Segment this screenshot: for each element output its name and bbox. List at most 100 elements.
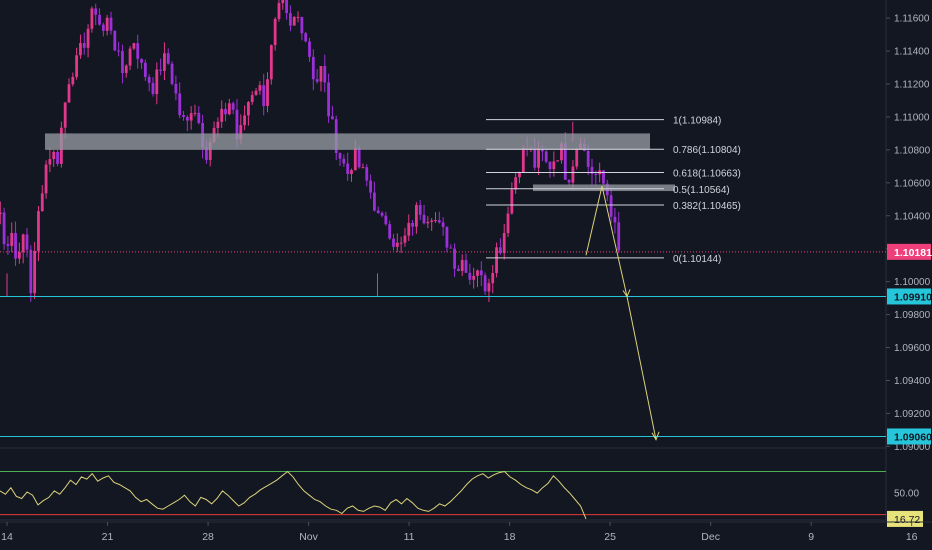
- candle[interactable]: [289, 5, 292, 32]
- candle[interactable]: [548, 161, 552, 178]
- candle[interactable]: [388, 220, 392, 240]
- rsi-value-badge[interactable]: 16.72: [887, 510, 923, 527]
- candle[interactable]: [90, 6, 94, 33]
- candle[interactable]: [220, 100, 224, 128]
- candle[interactable]: [544, 150, 548, 164]
- candle[interactable]: [266, 72, 269, 113]
- candle[interactable]: [243, 105, 247, 131]
- support-badge[interactable]: 1.09060: [887, 428, 932, 445]
- rsi-line[interactable]: [0, 470, 587, 520]
- candle[interactable]: [281, 0, 285, 10]
- candle[interactable]: [502, 223, 506, 260]
- candle[interactable]: [323, 54, 327, 93]
- candle[interactable]: [163, 42, 166, 81]
- candle[interactable]: [33, 241, 37, 299]
- candle[interactable]: [468, 263, 472, 285]
- candle[interactable]: [472, 267, 476, 289]
- candle[interactable]: [113, 30, 117, 52]
- candle[interactable]: [48, 147, 52, 173]
- candle[interactable]: [426, 216, 430, 229]
- candle[interactable]: [170, 61, 174, 86]
- candle[interactable]: [613, 207, 617, 234]
- candle[interactable]: [37, 206, 40, 262]
- candle[interactable]: [128, 46, 132, 71]
- candle[interactable]: [411, 220, 414, 236]
- candle[interactable]: [174, 75, 178, 101]
- candle[interactable]: [437, 211, 441, 224]
- candle[interactable]: [399, 236, 403, 254]
- candle[interactable]: [407, 214, 411, 241]
- candle[interactable]: [415, 202, 418, 234]
- current-price-badge[interactable]: 1.10181: [887, 243, 932, 260]
- candle[interactable]: [418, 200, 422, 221]
- candle[interactable]: [376, 206, 380, 214]
- candle[interactable]: [21, 233, 25, 264]
- candle[interactable]: [342, 154, 346, 167]
- candle[interactable]: [361, 163, 365, 169]
- candle[interactable]: [44, 160, 48, 199]
- candle[interactable]: [590, 158, 594, 185]
- candle[interactable]: [178, 82, 182, 119]
- candle[interactable]: [510, 182, 514, 215]
- candle[interactable]: [311, 49, 315, 91]
- candle[interactable]: [380, 211, 384, 218]
- candle[interactable]: [300, 16, 304, 41]
- candle[interactable]: [392, 233, 395, 251]
- candle[interactable]: [231, 101, 235, 115]
- price-panel[interactable]: 1(1.10984) 0.786(1.10804) 0.618(1.10663) 0.…: [0, 0, 887, 521]
- candle[interactable]: [101, 22, 105, 37]
- candle[interactable]: [182, 110, 185, 121]
- support-badge[interactable]: 1.09910: [887, 288, 932, 305]
- candle[interactable]: [98, 8, 101, 26]
- candle[interactable]: [464, 253, 468, 274]
- candle[interactable]: [86, 24, 90, 58]
- candle[interactable]: [331, 105, 334, 120]
- candle[interactable]: [308, 37, 311, 62]
- candle[interactable]: [338, 152, 342, 167]
- candle[interactable]: [17, 242, 21, 264]
- candle[interactable]: [14, 221, 17, 266]
- time-axis[interactable]: 14 21 28 Nov 11 18 25 Dec 9 16: [0, 521, 932, 543]
- candle[interactable]: [456, 265, 460, 272]
- candle[interactable]: [29, 245, 33, 302]
- candle[interactable]: [506, 206, 510, 238]
- candle[interactable]: [247, 101, 250, 126]
- candle[interactable]: [430, 217, 434, 231]
- candle[interactable]: [185, 115, 189, 132]
- candle[interactable]: [6, 235, 10, 255]
- candle[interactable]: [445, 226, 449, 253]
- candle[interactable]: [136, 34, 140, 69]
- candle[interactable]: [449, 244, 453, 249]
- price-axis[interactable]: 1.11600 1.11400 1.11200 1.11000 1.10800 1.106…: [886, 14, 932, 453]
- candle[interactable]: [189, 106, 193, 130]
- candle[interactable]: [269, 44, 273, 85]
- candle[interactable]: [224, 102, 227, 122]
- candle[interactable]: [151, 77, 155, 97]
- candle[interactable]: [479, 261, 483, 286]
- candle[interactable]: [75, 47, 79, 80]
- candle[interactable]: [159, 58, 163, 76]
- rsi-panel[interactable]: 50.00 16.72: [0, 470, 923, 527]
- fibonacci-retracement[interactable]: 1(1.10984) 0.786(1.10804) 0.618(1.10663) 0.…: [486, 116, 741, 265]
- candle[interactable]: [82, 32, 86, 55]
- candle[interactable]: [403, 227, 407, 247]
- candle[interactable]: [487, 278, 491, 302]
- candle[interactable]: [556, 160, 560, 162]
- candle[interactable]: [277, 0, 281, 22]
- candle[interactable]: [434, 212, 437, 223]
- candle[interactable]: [143, 59, 147, 81]
- candle[interactable]: [79, 34, 82, 59]
- candle[interactable]: [514, 172, 518, 194]
- candle[interactable]: [132, 42, 136, 51]
- candle[interactable]: [193, 104, 197, 117]
- candle[interactable]: [258, 81, 262, 95]
- candle[interactable]: [460, 254, 464, 277]
- candle[interactable]: [384, 211, 388, 226]
- candle[interactable]: [40, 185, 44, 212]
- candle[interactable]: [365, 164, 369, 187]
- candle[interactable]: [52, 150, 56, 167]
- candle[interactable]: [56, 150, 59, 167]
- candle[interactable]: [441, 217, 445, 236]
- candle[interactable]: [373, 181, 376, 212]
